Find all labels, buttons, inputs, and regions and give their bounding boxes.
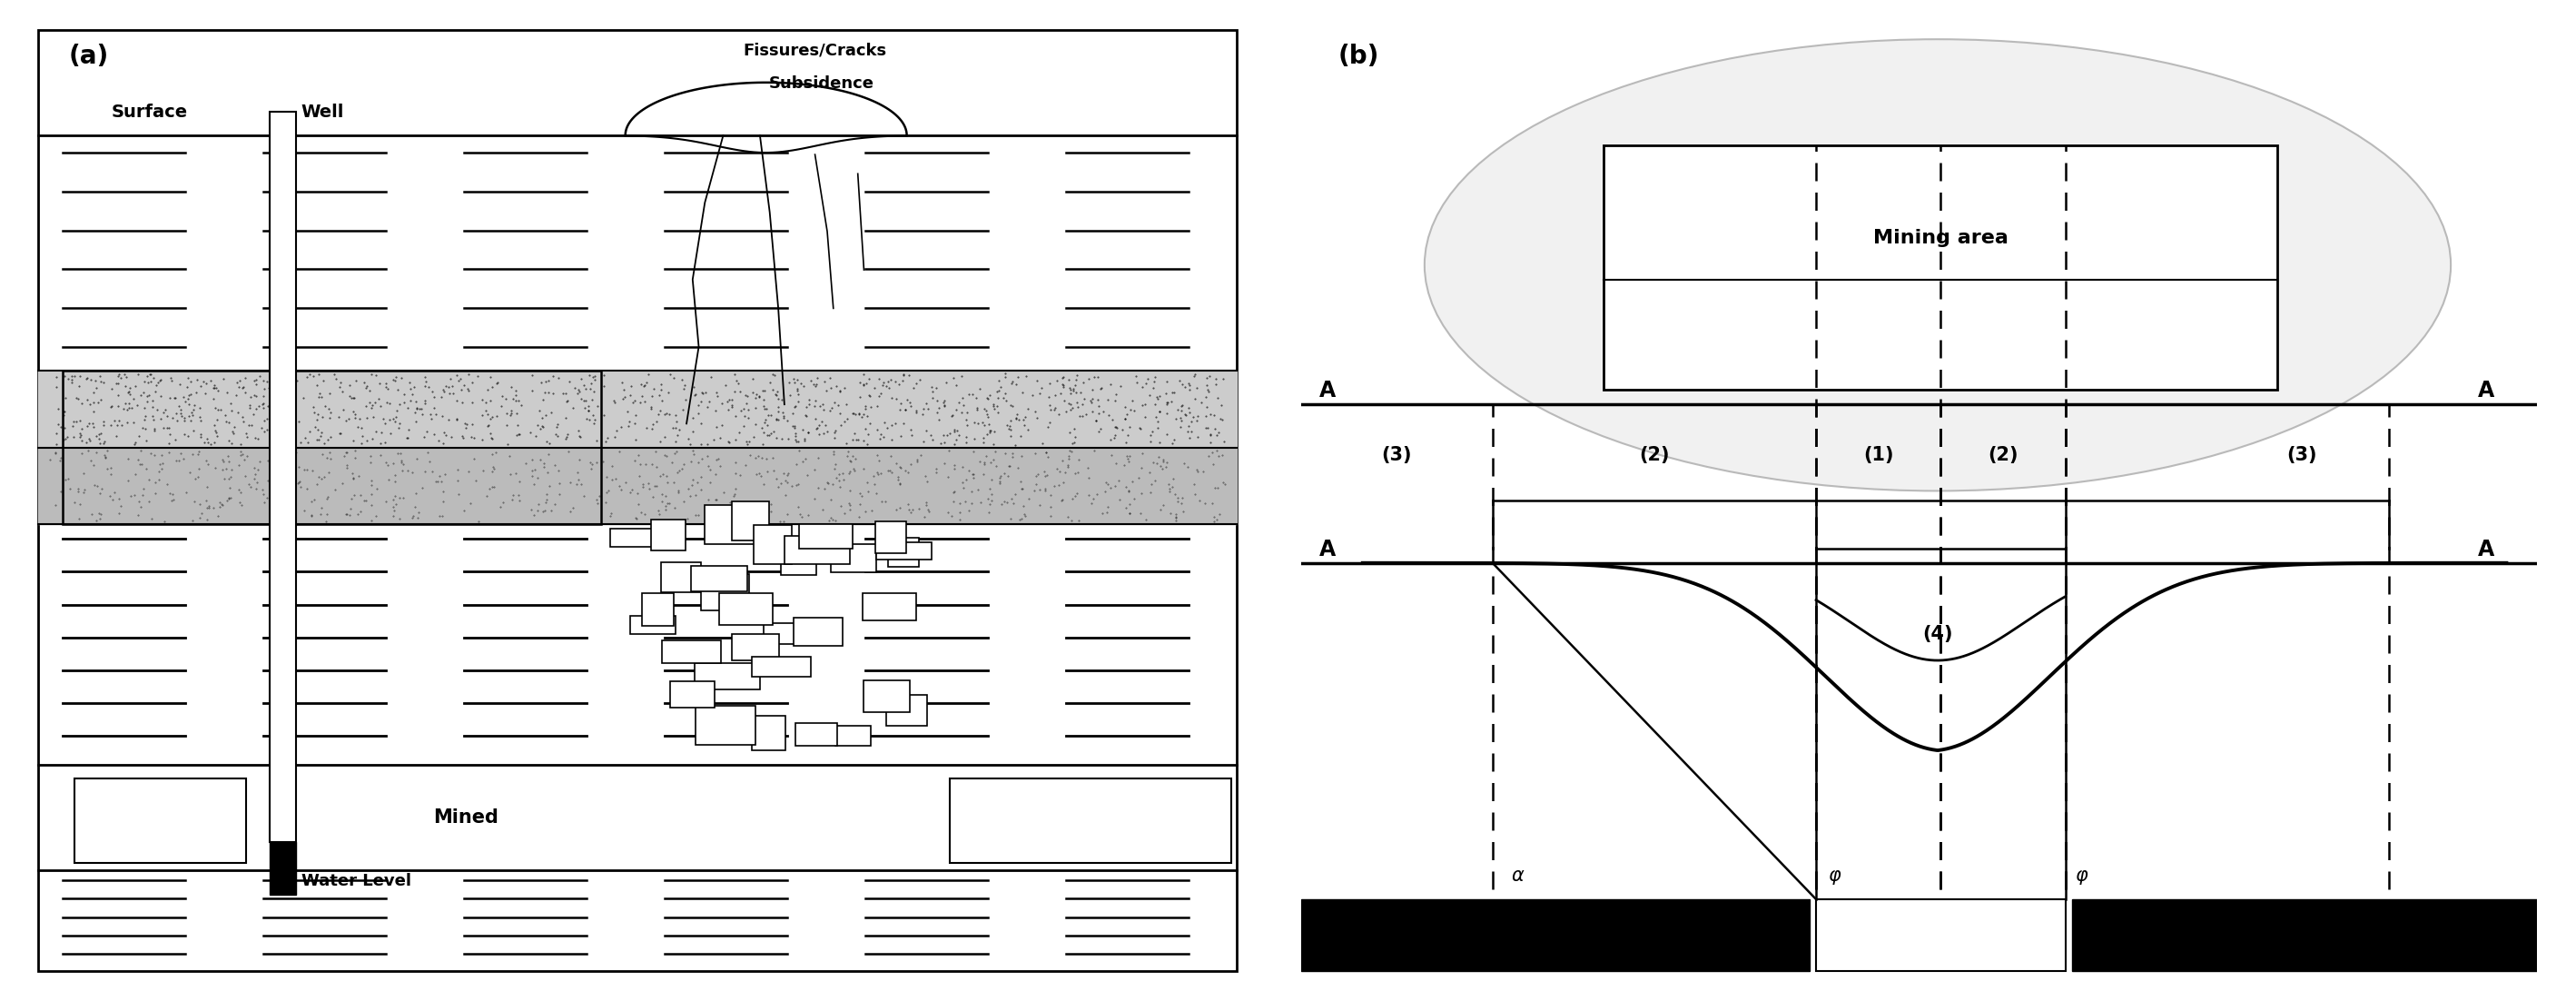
Bar [670,681,714,708]
Text: φ: φ [1829,867,1842,885]
Bar [701,575,750,611]
Text: (3): (3) [1381,445,1412,463]
Bar [796,724,837,746]
Text: A: A [2478,379,2494,401]
Bar [62,370,600,525]
Bar [752,657,811,677]
Bar [732,634,781,660]
Text: (3): (3) [2285,445,2316,463]
Text: (2): (2) [1638,445,1669,463]
Bar [270,111,296,842]
Text: Fissures/Cracks: Fissures/Cracks [744,42,886,58]
Bar [719,594,773,625]
Text: Mining area: Mining area [1873,229,2009,247]
Bar [662,641,721,664]
Bar [662,563,701,592]
Text: (b): (b) [1337,44,1378,69]
Bar [631,616,675,635]
Bar [2071,899,2537,971]
Bar [889,538,920,567]
Bar [652,520,685,551]
Bar [886,695,927,726]
Bar [863,680,909,712]
Bar [696,663,760,690]
Bar [1301,899,1811,971]
Bar [752,716,786,750]
Bar [75,778,247,863]
Text: α: α [1512,867,1522,885]
Bar [783,537,850,564]
Bar [876,543,933,560]
Text: φ: φ [2076,867,2087,885]
Bar [732,502,768,541]
Text: (2): (2) [1989,445,2020,463]
Bar [762,623,822,644]
Bar [1605,145,2277,390]
Text: Mined: Mined [1059,809,1123,827]
Bar [611,529,672,547]
Text: Surface: Surface [111,104,188,121]
Bar [641,593,675,626]
Text: Mined: Mined [433,809,500,827]
Text: (1): (1) [1862,445,1893,463]
Bar [793,618,842,646]
Bar [799,525,853,549]
Bar [755,525,791,564]
Text: A: A [2478,539,2494,561]
Text: A: A [1319,379,1337,401]
Bar [863,593,914,621]
Text: (a): (a) [70,44,108,69]
Bar [835,726,871,746]
Text: Water Level: Water Level [301,873,412,890]
Bar [706,505,757,545]
Bar [1816,899,2066,971]
Text: Subsidence: Subsidence [768,76,873,92]
Bar [270,842,296,895]
Ellipse shape [1425,39,2450,490]
Bar [832,545,876,573]
Bar [696,706,755,745]
Text: Well: Well [301,104,345,121]
Bar [781,552,817,575]
Bar [876,522,907,554]
Text: (4): (4) [1922,625,1953,644]
Bar [951,778,1231,863]
Text: A: A [1319,539,1337,561]
Bar [690,567,747,592]
